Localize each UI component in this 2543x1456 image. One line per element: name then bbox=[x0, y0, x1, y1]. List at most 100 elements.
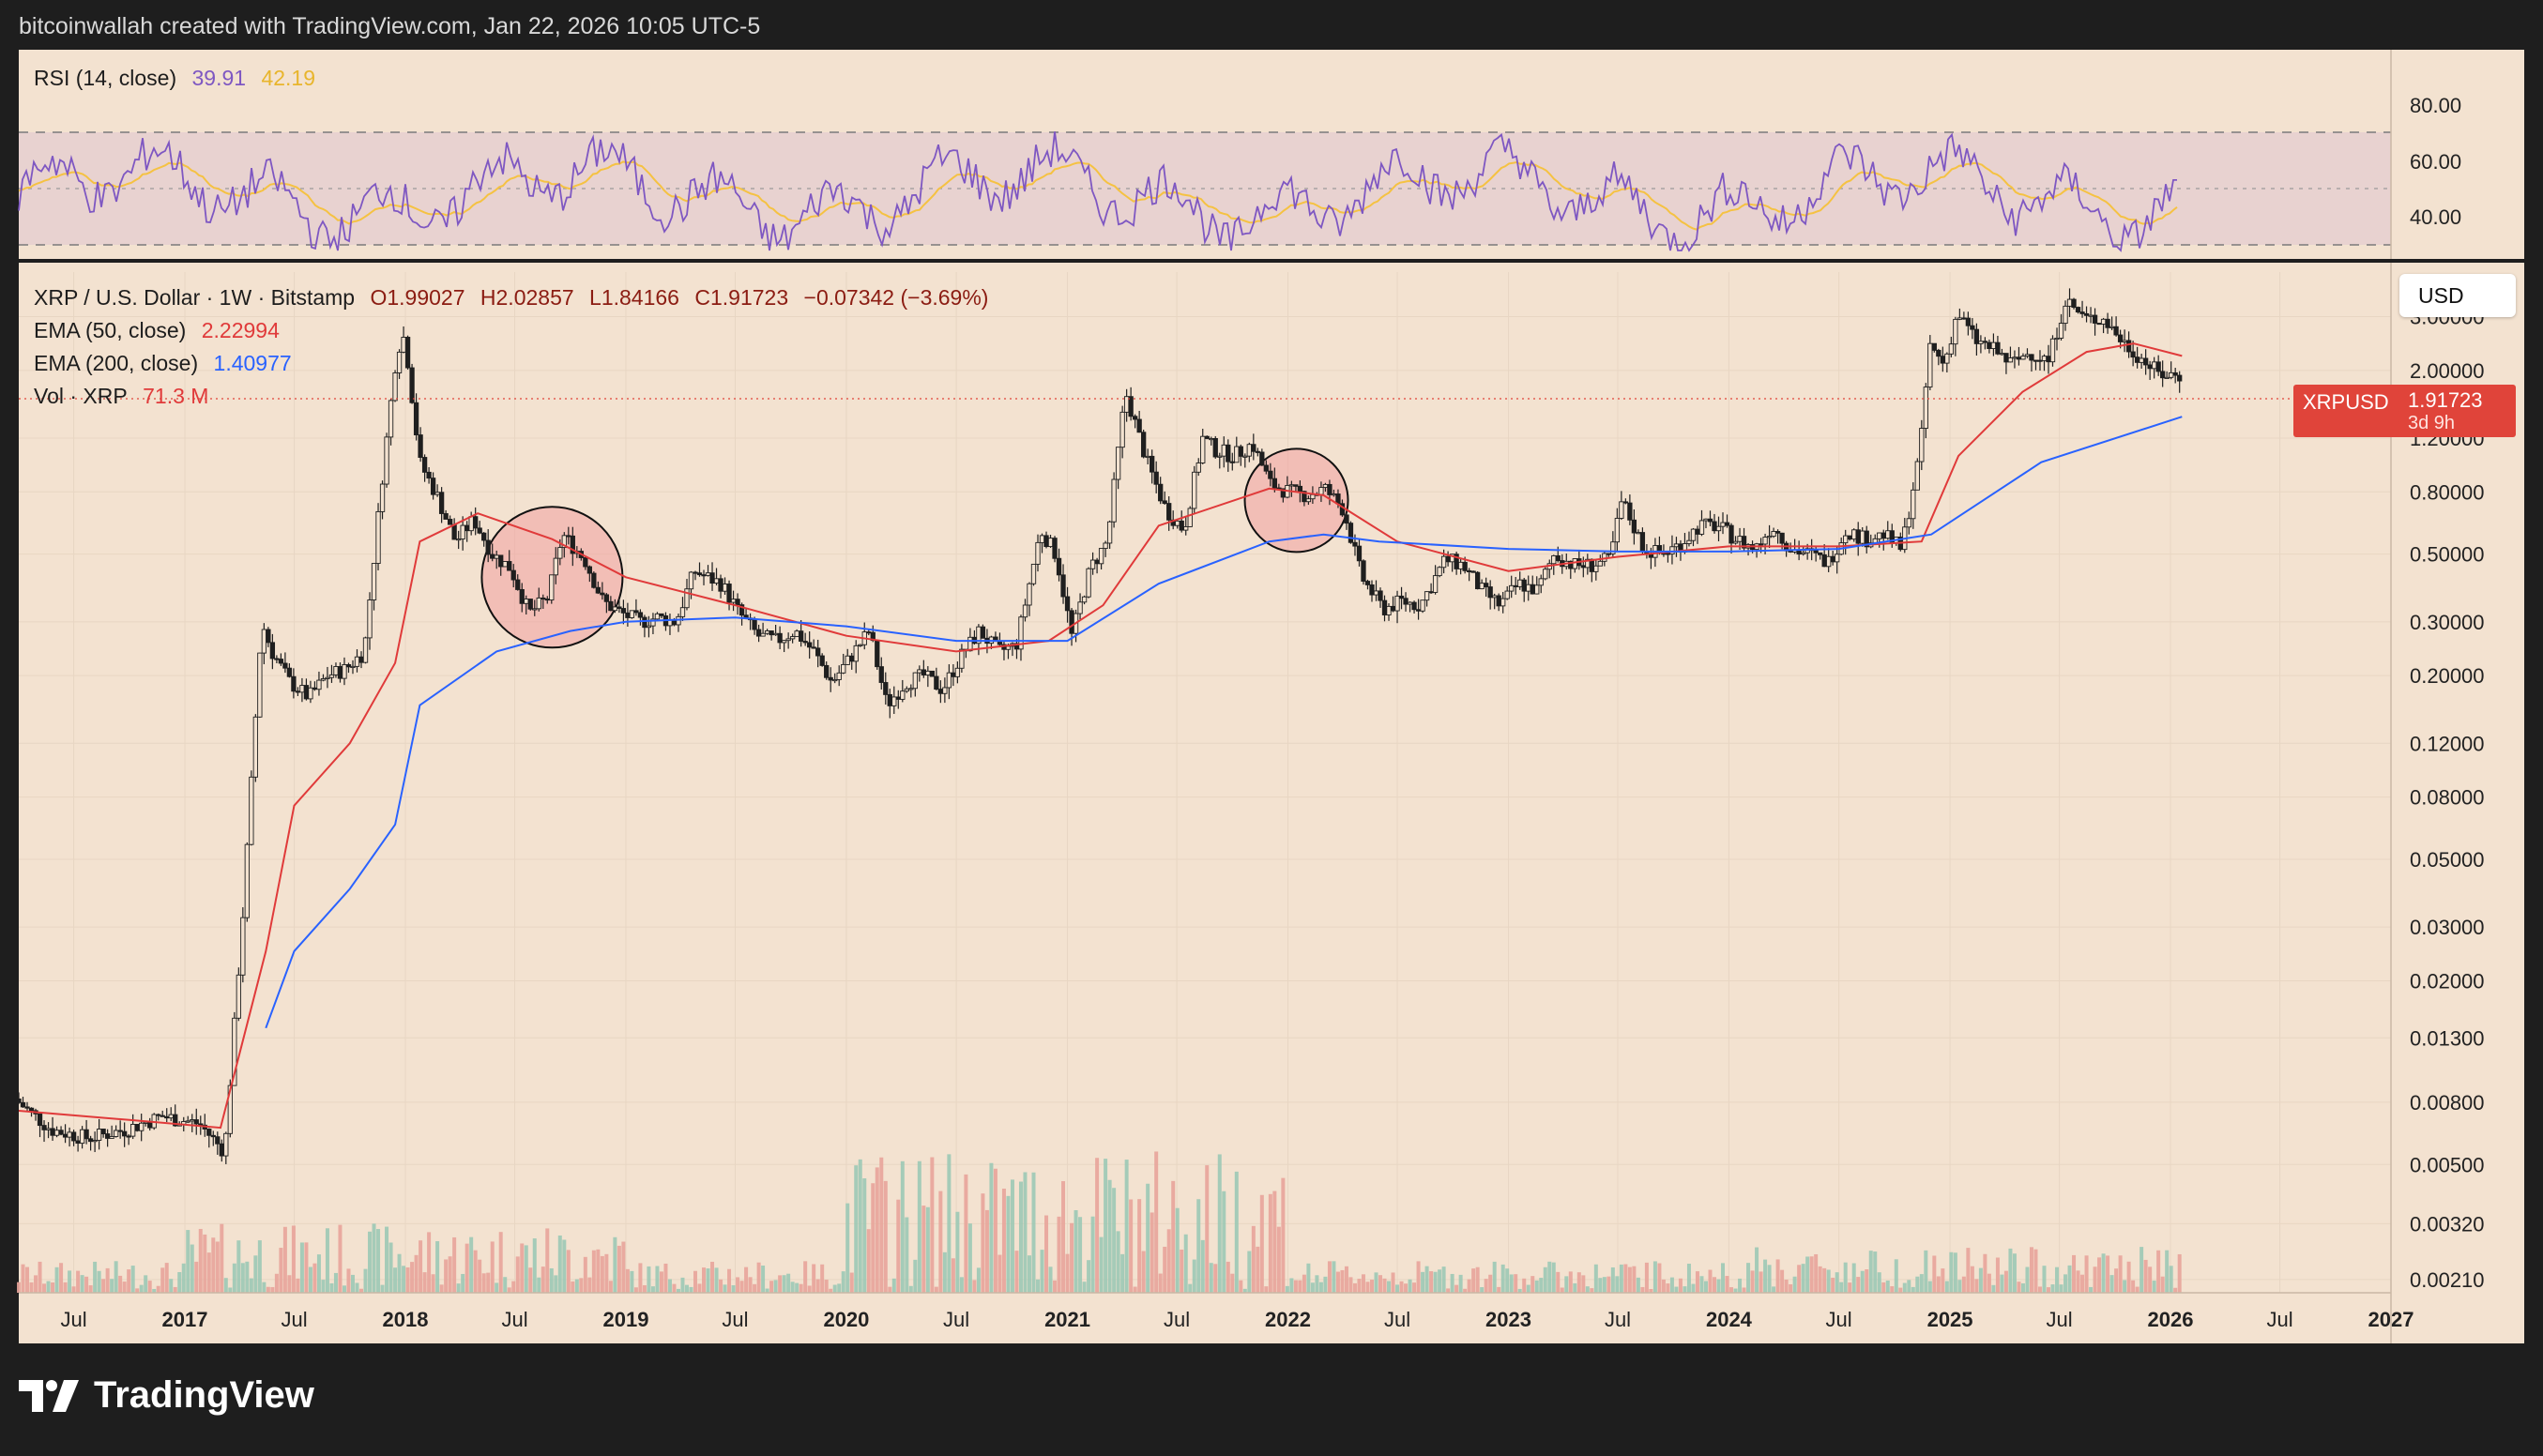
volume-bar bbox=[127, 1269, 131, 1293]
volume-bar bbox=[1759, 1271, 1763, 1293]
volume-bar bbox=[1095, 1158, 1100, 1293]
volume-bar bbox=[1183, 1234, 1188, 1293]
volume-bar bbox=[613, 1236, 617, 1293]
candle-body bbox=[286, 667, 293, 677]
candle-body bbox=[524, 599, 529, 604]
candle-body bbox=[278, 659, 284, 664]
volume-bar bbox=[710, 1261, 715, 1293]
volume-bar bbox=[947, 1154, 952, 1293]
price-tag-price: 1.91723 bbox=[2408, 388, 2483, 412]
volume-bar bbox=[2169, 1266, 2173, 1293]
candle-body bbox=[2024, 354, 2031, 357]
tradingview-logo[interactable]: TradingView bbox=[19, 1374, 314, 1417]
volume-bar bbox=[1315, 1275, 1319, 1293]
candle-body bbox=[240, 917, 246, 976]
x-tick-label: Jul bbox=[2266, 1308, 2292, 1331]
candle-body bbox=[1251, 444, 1256, 452]
volume-bar bbox=[736, 1277, 740, 1293]
volume-bar bbox=[405, 1266, 410, 1293]
candle-body bbox=[595, 586, 601, 594]
volume-bar bbox=[1454, 1284, 1459, 1293]
volume-bar bbox=[951, 1258, 955, 1293]
volume-bar bbox=[1391, 1272, 1395, 1293]
volume-bar bbox=[630, 1270, 634, 1293]
volume-bar bbox=[262, 1282, 266, 1293]
volume-bar bbox=[1775, 1259, 1780, 1293]
candle-body bbox=[739, 604, 745, 616]
y-tick-label: 0.02000 bbox=[2410, 969, 2485, 993]
candle-body bbox=[1978, 341, 1984, 344]
candle-body bbox=[494, 554, 499, 559]
volume-bar bbox=[2042, 1266, 2047, 1293]
volume-bar bbox=[1636, 1277, 1640, 1293]
volume-bar bbox=[1382, 1278, 1387, 1293]
candle-body bbox=[1153, 471, 1159, 485]
ohlc-close: C1.91723 bbox=[694, 285, 789, 310]
x-tick-label: Jul bbox=[61, 1308, 87, 1331]
candle-body bbox=[586, 566, 592, 574]
volume-bar bbox=[169, 1279, 174, 1293]
candle-body bbox=[875, 640, 880, 668]
candle-body bbox=[28, 1107, 35, 1112]
volume-bar bbox=[908, 1285, 913, 1293]
candle-body bbox=[2172, 372, 2178, 376]
volume-bar bbox=[596, 1249, 601, 1293]
volume-bar bbox=[1065, 1253, 1070, 1293]
candle-body bbox=[2092, 314, 2098, 324]
candle-body bbox=[1352, 541, 1358, 547]
volume-bar bbox=[1514, 1274, 1518, 1293]
candle-body bbox=[1911, 489, 1916, 520]
candle-body bbox=[185, 1120, 190, 1123]
candle-body bbox=[730, 599, 737, 603]
candle-body bbox=[1242, 455, 1248, 458]
volume-bar bbox=[1632, 1266, 1637, 1293]
candle-body bbox=[1944, 353, 1950, 364]
candle-body bbox=[1835, 554, 1840, 563]
volume-bar bbox=[511, 1281, 516, 1293]
candle-body bbox=[354, 656, 360, 667]
x-tick-label: 2020 bbox=[823, 1308, 869, 1331]
volume-bar bbox=[130, 1266, 135, 1293]
candle-body bbox=[1378, 590, 1383, 601]
candle-body bbox=[1238, 446, 1243, 457]
volume-bar bbox=[647, 1266, 651, 1293]
volume-bar bbox=[1708, 1269, 1713, 1293]
volume-bar bbox=[849, 1272, 854, 1293]
volume-bar bbox=[461, 1273, 465, 1293]
volume-bar bbox=[1446, 1288, 1451, 1293]
candle-body bbox=[190, 1119, 195, 1122]
candle-body bbox=[210, 1134, 216, 1138]
candle-body bbox=[1310, 493, 1316, 500]
volume-bar bbox=[520, 1243, 525, 1293]
currency-button[interactable]: USD bbox=[2399, 274, 2516, 317]
volume-bar bbox=[304, 1242, 309, 1293]
candle-body bbox=[764, 630, 770, 634]
volume-bar bbox=[896, 1199, 901, 1293]
volume-bar bbox=[1703, 1281, 1708, 1293]
candle-body bbox=[845, 655, 850, 665]
candle-body bbox=[227, 1084, 233, 1134]
volume-bar bbox=[1310, 1282, 1315, 1293]
x-tick-label: 2024 bbox=[1706, 1308, 1753, 1331]
candle-body bbox=[1098, 548, 1104, 565]
volume-bar bbox=[84, 1276, 89, 1293]
volume-bar bbox=[1293, 1280, 1298, 1293]
volume-bar bbox=[1112, 1188, 1117, 1293]
price-tag-symbol: XRPUSD bbox=[2303, 390, 2389, 414]
volume-bar bbox=[799, 1283, 803, 1293]
candle-body bbox=[333, 666, 339, 675]
candle-body bbox=[379, 483, 386, 512]
symbol-legend-row: XRP / U.S. Dollar · 1W · Bitstamp O1.990… bbox=[34, 281, 997, 314]
candle-body bbox=[828, 676, 833, 681]
candle-body bbox=[755, 629, 762, 637]
candle-body bbox=[1864, 530, 1869, 548]
volume-bar bbox=[2037, 1286, 2042, 1293]
volume-bar bbox=[452, 1236, 457, 1293]
candle-body bbox=[1039, 535, 1045, 543]
candle-body bbox=[1288, 484, 1295, 487]
volume-bar bbox=[1695, 1271, 1699, 1293]
candle-body bbox=[2079, 311, 2085, 314]
volume-bar bbox=[296, 1278, 300, 1293]
volume-bar bbox=[1755, 1247, 1759, 1293]
